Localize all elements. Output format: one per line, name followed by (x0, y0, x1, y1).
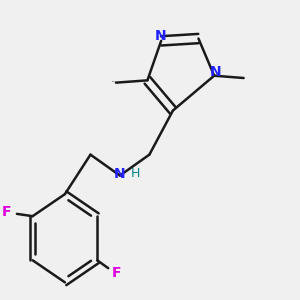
Text: F: F (2, 206, 11, 220)
Text: N: N (114, 167, 126, 181)
Text: methyl: methyl (255, 77, 260, 78)
Text: methyl: methyl (116, 73, 121, 74)
Text: F: F (111, 266, 121, 280)
Text: methyl: methyl (112, 81, 116, 82)
Text: N: N (154, 29, 166, 43)
Text: H: H (131, 167, 140, 180)
Text: N: N (209, 65, 221, 79)
